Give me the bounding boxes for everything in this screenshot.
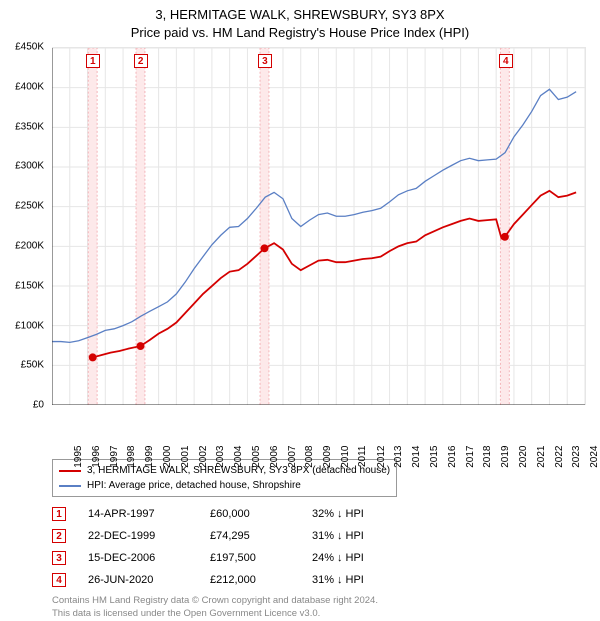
plot-area: 1 2 3 4 xyxy=(52,47,586,405)
x-tick-label: 2021 xyxy=(536,446,547,468)
arrow-down-icon: ↓ xyxy=(337,552,343,564)
title-line-1: 3, HERMITAGE WALK, SHREWSBURY, SY3 8PX xyxy=(8,6,592,24)
x-tick-label: 2006 xyxy=(269,446,280,468)
footer: Contains HM Land Registry data © Crown c… xyxy=(52,595,592,621)
x-tick-label: 2008 xyxy=(304,446,315,468)
y-tick-label: £200K xyxy=(15,240,44,251)
table-row: 4 26-JUN-2020 £212,000 31% ↓ HPI xyxy=(52,569,592,591)
legend-swatch-hpi xyxy=(59,485,81,487)
sale-marker-badge: 1 xyxy=(86,54,100,68)
x-tick-label: 2017 xyxy=(464,446,475,468)
legend-row-hpi: HPI: Average price, detached house, Shro… xyxy=(59,478,390,493)
arrow-down-icon: ↓ xyxy=(337,574,343,586)
x-tick-label: 2024 xyxy=(589,446,600,468)
arrow-down-icon: ↓ xyxy=(337,508,343,520)
x-tick-label: 2023 xyxy=(571,446,582,468)
row-badge: 1 xyxy=(52,507,66,521)
y-tick-label: £0 xyxy=(33,400,44,411)
row-diff: 24% ↓ HPI xyxy=(312,552,364,564)
x-tick-label: 1995 xyxy=(73,446,84,468)
y-tick-label: £400K xyxy=(15,81,44,92)
chart-title: 3, HERMITAGE WALK, SHREWSBURY, SY3 8PX P… xyxy=(8,6,592,41)
title-line-2: Price paid vs. HM Land Registry's House … xyxy=(8,24,592,42)
row-date: 26-JUN-2020 xyxy=(88,574,188,586)
x-tick-label: 2003 xyxy=(215,446,226,468)
row-badge: 2 xyxy=(52,529,66,543)
x-tick-label: 1996 xyxy=(91,446,102,468)
y-tick-label: £250K xyxy=(15,201,44,212)
footer-line-2: This data is licensed under the Open Gov… xyxy=(52,608,592,621)
y-tick-label: £450K xyxy=(15,42,44,53)
row-price: £74,295 xyxy=(210,530,290,542)
x-tick-label: 2011 xyxy=(357,446,368,468)
x-tick-label: 2005 xyxy=(251,446,262,468)
x-tick-label: 2020 xyxy=(518,446,529,468)
x-tick-label: 2001 xyxy=(180,446,191,468)
x-tick-label: 2016 xyxy=(447,446,458,468)
x-tick-label: 2014 xyxy=(411,446,422,468)
footer-line-1: Contains HM Land Registry data © Crown c… xyxy=(52,595,592,608)
sales-table: 1 14-APR-1997 £60,000 32% ↓ HPI 2 22-DEC-1999… xyxy=(52,503,592,591)
x-tick-label: 2015 xyxy=(429,446,440,468)
x-tick-label: 1997 xyxy=(108,446,119,468)
row-date: 14-APR-1997 xyxy=(88,508,188,520)
row-price: £60,000 xyxy=(210,508,290,520)
row-price: £212,000 xyxy=(210,574,290,586)
y-tick-label: £300K xyxy=(15,161,44,172)
x-tick-label: 2019 xyxy=(500,446,511,468)
x-tick-label: 2013 xyxy=(393,446,404,468)
y-tick-label: £50K xyxy=(21,360,44,371)
legend-swatch-property xyxy=(59,470,81,472)
chart: £0 £50K £100K £150K £200K £250K £300K £350K £400… xyxy=(8,43,592,453)
page: 3, HERMITAGE WALK, SHREWSBURY, SY3 8PX P… xyxy=(0,0,600,620)
arrow-down-icon: ↓ xyxy=(337,530,343,542)
y-tick-label: £100K xyxy=(15,320,44,331)
x-tick-label: 1999 xyxy=(144,446,155,468)
table-row: 3 15-DEC-2006 £197,500 24% ↓ HPI xyxy=(52,547,592,569)
y-axis: £0£50K£100K£150K£200K£250K£300K£350K£400… xyxy=(8,43,48,405)
sale-marker-badge: 3 xyxy=(258,54,272,68)
row-diff: 32% ↓ HPI xyxy=(312,508,364,520)
x-tick-label: 1998 xyxy=(126,446,137,468)
x-axis: 1995199619971998199920002001200220032004… xyxy=(52,405,586,453)
x-tick-label: 2022 xyxy=(553,446,564,468)
x-tick-label: 2002 xyxy=(197,446,208,468)
x-tick-label: 2000 xyxy=(162,446,173,468)
x-tick-label: 2007 xyxy=(286,446,297,468)
sale-marker-badge: 4 xyxy=(499,54,513,68)
x-tick-label: 2010 xyxy=(340,446,351,468)
row-date: 22-DEC-1999 xyxy=(88,530,188,542)
row-diff: 31% ↓ HPI xyxy=(312,530,364,542)
legend-label-hpi: HPI: Average price, detached house, Shro… xyxy=(87,478,301,493)
x-tick-label: 2004 xyxy=(233,446,244,468)
row-price: £197,500 xyxy=(210,552,290,564)
y-tick-label: £150K xyxy=(15,280,44,291)
table-row: 1 14-APR-1997 £60,000 32% ↓ HPI xyxy=(52,503,592,525)
row-badge: 3 xyxy=(52,551,66,565)
x-tick-label: 2009 xyxy=(322,446,333,468)
row-date: 15-DEC-2006 xyxy=(88,552,188,564)
x-tick-label: 2018 xyxy=(482,446,493,468)
sale-marker-badge: 2 xyxy=(134,54,148,68)
x-tick-label: 2012 xyxy=(375,446,386,468)
row-diff: 31% ↓ HPI xyxy=(312,574,364,586)
y-tick-label: £350K xyxy=(15,121,44,132)
table-row: 2 22-DEC-1999 £74,295 31% ↓ HPI xyxy=(52,525,592,547)
row-badge: 4 xyxy=(52,573,66,587)
